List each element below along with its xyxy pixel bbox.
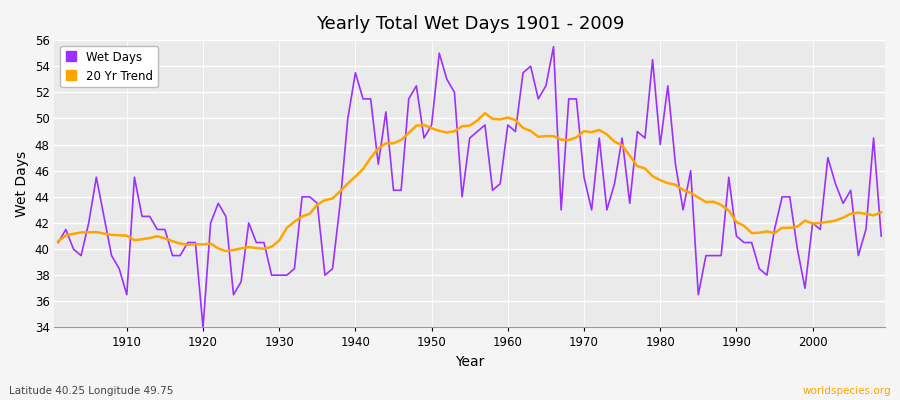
Wet Days [289, 266, 300, 271]
20 Yr Trend [220, 249, 231, 254]
Wet Days [510, 129, 521, 134]
Wet Days [53, 240, 64, 245]
20 Yr Trend [480, 111, 491, 116]
Y-axis label: Wet Days: Wet Days [15, 151, 29, 217]
X-axis label: Year: Year [455, 355, 484, 369]
Line: 20 Yr Trend: 20 Yr Trend [58, 113, 881, 251]
20 Yr Trend [510, 118, 521, 122]
20 Yr Trend [876, 210, 886, 215]
Text: worldspecies.org: worldspecies.org [803, 386, 891, 396]
Wet Days [502, 122, 513, 127]
Text: Latitude 40.25 Longitude 49.75: Latitude 40.25 Longitude 49.75 [9, 386, 174, 396]
Wet Days [609, 181, 620, 186]
20 Yr Trend [518, 126, 528, 130]
Wet Days [113, 266, 124, 271]
Line: Wet Days: Wet Days [58, 47, 881, 328]
Legend: Wet Days, 20 Yr Trend: Wet Days, 20 Yr Trend [60, 46, 158, 87]
20 Yr Trend [113, 233, 124, 238]
20 Yr Trend [53, 239, 64, 244]
Wet Days [198, 325, 209, 330]
20 Yr Trend [289, 219, 300, 224]
20 Yr Trend [335, 189, 346, 194]
20 Yr Trend [609, 139, 620, 144]
Title: Yearly Total Wet Days 1901 - 2009: Yearly Total Wet Days 1901 - 2009 [316, 15, 624, 33]
Wet Days [548, 44, 559, 49]
Wet Days [335, 201, 346, 206]
Wet Days [876, 234, 886, 238]
